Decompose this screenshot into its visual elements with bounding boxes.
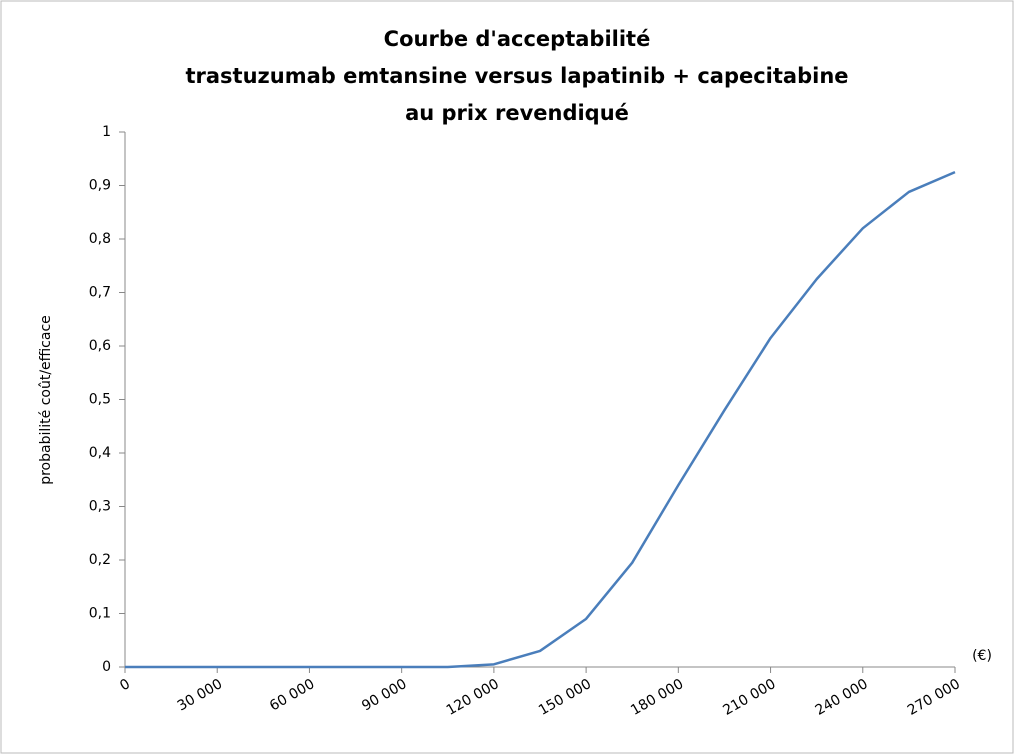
y-tick-label: 0	[102, 659, 111, 675]
y-tick-label: 0,9	[89, 178, 111, 194]
y-tick-label: 0,6	[89, 338, 111, 354]
y-tick-label: 0,7	[89, 285, 111, 301]
chart-title: trastuzumab emtansine versus lapatinib +…	[185, 64, 848, 88]
y-tick-label: 1	[102, 124, 111, 140]
y-tick-label: 0,1	[89, 606, 111, 622]
chart-title: au prix revendiqué	[405, 101, 629, 125]
y-tick-label: 0,2	[89, 552, 111, 568]
y-tick-label: 0,3	[89, 499, 111, 515]
chart-title: Courbe d'acceptabilité	[384, 27, 651, 51]
y-axis-label: probabilité coût/efficace	[38, 315, 54, 485]
y-tick-label: 0,5	[89, 392, 111, 408]
data-line	[125, 170, 956, 669]
x-axis-label: (€)	[972, 648, 992, 664]
y-tick-label: 0,4	[89, 445, 111, 461]
y-tick-label: 0,8	[89, 231, 111, 247]
